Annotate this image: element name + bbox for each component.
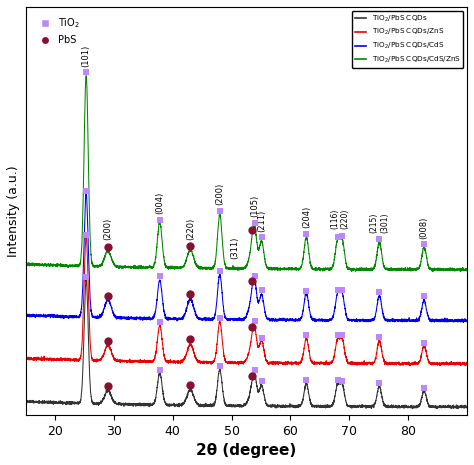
Text: (211): (211) (257, 210, 266, 232)
Text: (311): (311) (230, 236, 239, 259)
Line: TiO$_2$/PbS CQDs/CdS/ZnS: TiO$_2$/PbS CQDs/CdS/ZnS (26, 76, 467, 272)
X-axis label: 2θ (degree): 2θ (degree) (196, 443, 296, 458)
Y-axis label: Intensity (a.u.): Intensity (a.u.) (7, 165, 20, 257)
TiO$_2$/PbS CQDs/CdS (212, 313, 218, 319)
TiO$_2$/PbS CQDs/ZnS (212, 356, 218, 361)
TiO$_2$/PbS CQDs/CdS (429, 318, 435, 324)
TiO$_2$/PbS CQDs/CdS/ZnS (233, 265, 238, 271)
TiO$_2$/PbS CQDs/CdS/ZnS (429, 269, 435, 274)
Line: TiO$_2$/PbS CQDs/ZnS: TiO$_2$/PbS CQDs/ZnS (26, 236, 467, 366)
TiO$_2$/PbS CQDs (429, 403, 435, 408)
TiO$_2$/PbS CQDs/CdS (83, 192, 89, 197)
Line: TiO$_2$/PbS CQDs/CdS: TiO$_2$/PbS CQDs/CdS (26, 194, 467, 322)
TiO$_2$/PbS CQDs/CdS/ZnS (451, 267, 456, 272)
TiO$_2$/PbS CQDs (208, 403, 214, 409)
TiO$_2$/PbS CQDs/CdS/ZnS (429, 266, 435, 271)
TiO$_2$/PbS CQDs/ZnS (83, 233, 89, 239)
TiO$_2$/PbS CQDs/CdS/ZnS (83, 73, 89, 79)
TiO$_2$/PbS CQDs (410, 406, 415, 412)
Text: (105): (105) (250, 195, 259, 218)
TiO$_2$/PbS CQDs/ZnS (407, 363, 413, 369)
Text: (101): (101) (82, 45, 91, 67)
TiO$_2$/PbS CQDs/ZnS (451, 360, 456, 365)
TiO$_2$/PbS CQDs/CdS (233, 317, 238, 322)
Text: (200): (200) (215, 183, 224, 205)
Text: (008): (008) (419, 216, 428, 239)
TiO$_2$/PbS CQDs (464, 404, 470, 409)
TiO$_2$/PbS CQDs/CdS (344, 312, 349, 318)
TiO$_2$/PbS CQDs/CdS (208, 316, 214, 322)
Text: (116)
(220): (116) (220) (330, 209, 350, 229)
TiO$_2$/PbS CQDs (344, 400, 349, 406)
Text: (220): (220) (186, 218, 195, 240)
TiO$_2$/PbS CQDs/CdS (464, 319, 470, 324)
TiO$_2$/PbS CQDs/ZnS (429, 361, 435, 366)
TiO$_2$/PbS CQDs/ZnS (344, 357, 349, 362)
Text: (204): (204) (302, 206, 311, 228)
TiO$_2$/PbS CQDs (83, 277, 89, 282)
TiO$_2$/PbS CQDs/CdS (23, 311, 28, 317)
TiO$_2$/PbS CQDs/CdS (460, 319, 466, 325)
TiO$_2$/PbS CQDs/CdS/ZnS (464, 268, 470, 273)
TiO$_2$/PbS CQDs (23, 398, 28, 403)
TiO$_2$/PbS CQDs/ZnS (464, 361, 470, 367)
TiO$_2$/PbS CQDs/ZnS (23, 356, 28, 361)
TiO$_2$/PbS CQDs/CdS/ZnS (212, 261, 218, 267)
TiO$_2$/PbS CQDs (212, 402, 218, 407)
TiO$_2$/PbS CQDs/CdS/ZnS (344, 261, 349, 267)
Line: TiO$_2$/PbS CQDs: TiO$_2$/PbS CQDs (26, 279, 467, 409)
TiO$_2$/PbS CQDs/CdS (451, 319, 456, 325)
Text: (215)
(301): (215) (301) (370, 213, 389, 233)
TiO$_2$/PbS CQDs/CdS/ZnS (23, 261, 28, 267)
TiO$_2$/PbS CQDs/ZnS (233, 359, 238, 365)
Text: (200): (200) (103, 218, 112, 240)
TiO$_2$/PbS CQDs (451, 404, 456, 410)
TiO$_2$/PbS CQDs (233, 404, 238, 410)
Text: (004): (004) (155, 192, 164, 214)
Legend: TiO$_2$, PbS: TiO$_2$, PbS (30, 12, 84, 50)
TiO$_2$/PbS CQDs/ZnS (208, 362, 214, 367)
TiO$_2$/PbS CQDs/CdS/ZnS (208, 266, 214, 272)
